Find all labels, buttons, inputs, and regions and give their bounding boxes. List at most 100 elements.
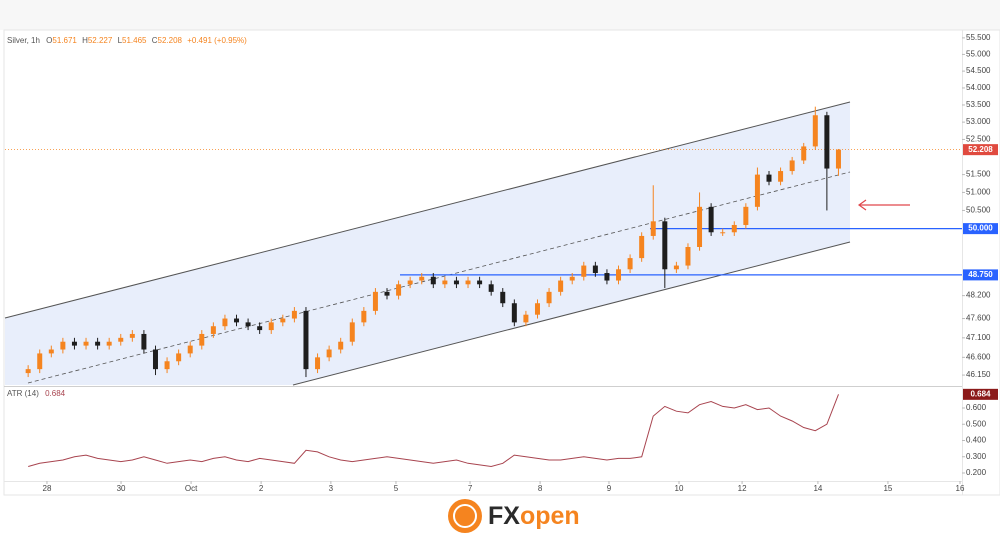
candle-body	[118, 337, 124, 342]
x-tick-label: 2	[259, 484, 264, 493]
candle-body	[396, 284, 402, 296]
indicator-y-tick-label: 0.400	[966, 436, 987, 445]
logo-mark	[448, 499, 482, 533]
candle-body	[743, 206, 749, 225]
change: +0.491 (+0.95%)	[187, 36, 247, 45]
candle-body	[558, 280, 564, 292]
indicator-y-tick-label: 0.600	[966, 403, 987, 412]
y-tick-label: 46.600	[966, 352, 991, 361]
field-value: 52.208	[158, 36, 183, 45]
candle-body	[315, 357, 321, 370]
candle-body	[731, 224, 737, 233]
y-tick-label: 47.100	[966, 333, 991, 342]
logo-inner	[453, 504, 477, 528]
candle-body	[488, 284, 494, 292]
candle-body	[349, 322, 355, 342]
y-tick-label: 52.500	[966, 135, 991, 144]
x-tick-label: 14	[813, 484, 822, 493]
candle-body	[789, 160, 795, 172]
level-label-box	[963, 223, 998, 235]
y-tick-label: 51.500	[966, 170, 991, 179]
candle-body	[280, 318, 286, 323]
candle-body	[685, 246, 691, 266]
brand-name: FXopen	[488, 502, 580, 530]
candle-body	[419, 276, 425, 281]
candle-body	[303, 310, 309, 370]
candle-body	[141, 333, 147, 350]
candle-body	[546, 291, 552, 304]
y-tick-label: 46.150	[966, 370, 991, 379]
candle-body	[222, 318, 228, 327]
candle-body	[465, 280, 471, 285]
level-label: 48.750	[968, 270, 993, 279]
candle-body	[245, 322, 251, 327]
candle-body	[291, 310, 297, 319]
candle-body	[338, 341, 344, 350]
candle-body	[372, 291, 378, 311]
candle-body	[569, 276, 575, 281]
candle-body	[616, 269, 622, 281]
x-tick-label: 9	[607, 484, 612, 493]
candle-body	[83, 341, 89, 346]
candle-body	[824, 115, 830, 169]
candle-body	[720, 232, 726, 234]
level-label-box	[963, 269, 998, 281]
indicator-line	[28, 394, 839, 468]
candle-body	[176, 353, 182, 362]
x-tick-label: Oct	[185, 484, 198, 493]
candle-body	[326, 349, 332, 358]
candle-body	[708, 206, 714, 233]
channel-lower	[292, 241, 851, 386]
x-tick-label: 15	[883, 484, 892, 493]
channel	[4, 101, 851, 386]
candle-body	[778, 171, 784, 182]
candle-body	[592, 265, 598, 274]
candle-body	[581, 265, 587, 277]
level-label: 50.000	[968, 224, 993, 233]
candle-body	[48, 349, 54, 354]
brand-open: open	[520, 502, 580, 530]
candle-body	[106, 341, 112, 346]
candle-body	[407, 280, 413, 285]
candle-body	[95, 341, 101, 346]
candle-body	[257, 326, 263, 331]
y-tick-label: 51.000	[966, 188, 991, 197]
candle-body	[384, 291, 390, 296]
candle-body	[199, 333, 205, 346]
last-price-label: 52.208	[968, 145, 993, 154]
candle-body	[477, 280, 483, 285]
candle-body	[673, 265, 679, 270]
field-label: O	[46, 36, 52, 45]
candle-body	[835, 149, 841, 169]
y-tick-label: 50.500	[966, 206, 991, 215]
y-tick-label: 55.500	[966, 33, 991, 42]
x-tick-label: 16	[956, 484, 965, 493]
brand-fx: FX	[488, 502, 520, 530]
candle-body	[361, 310, 367, 323]
brand-logo: FXopen	[448, 499, 580, 533]
candle-body	[662, 221, 668, 270]
x-tick-label: 7	[468, 484, 473, 493]
x-tick-label: 12	[738, 484, 747, 493]
candle-body	[37, 353, 43, 370]
candle-body	[500, 291, 506, 304]
candle-body	[812, 115, 818, 147]
x-tick-label: 8	[538, 484, 543, 493]
candle-body	[25, 369, 31, 374]
field-value: 51.671	[52, 36, 77, 45]
x-tick-label: 30	[117, 484, 126, 493]
candle-body	[453, 280, 459, 285]
candle-body	[511, 303, 517, 323]
candle-body	[604, 273, 610, 281]
indicator-header: ATR (14) 0.684	[7, 389, 66, 398]
arrow-head	[857, 199, 867, 211]
candle-body	[639, 235, 645, 259]
field-value: 51.465	[122, 36, 147, 45]
candle-body	[187, 345, 193, 354]
indicator-name: ATR (14)	[7, 389, 39, 398]
top-bar	[0, 0, 1000, 30]
field-label: C	[152, 36, 158, 45]
candle-body	[697, 206, 703, 247]
